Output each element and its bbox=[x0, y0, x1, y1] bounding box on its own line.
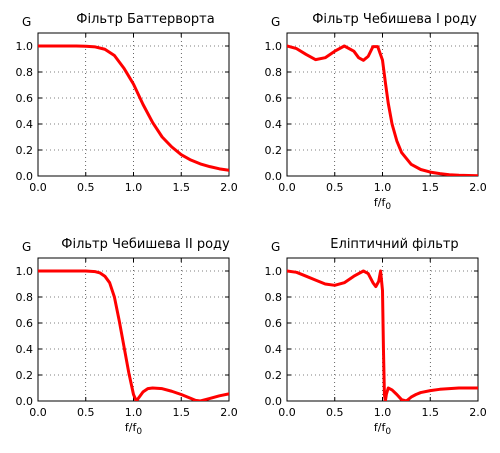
y-tick-label: 0.6 bbox=[265, 92, 283, 105]
x-tick-label: 0.0 bbox=[29, 181, 47, 194]
x-tick-label: 2.0 bbox=[220, 406, 238, 419]
y-axis-label: G bbox=[22, 15, 31, 29]
x-tick-label: 2.0 bbox=[220, 181, 238, 194]
plot-frame bbox=[37, 257, 230, 402]
y-tick-label: 0.0 bbox=[16, 395, 34, 408]
x-tick-label: 0.5 bbox=[326, 406, 344, 419]
y-tick-label: 0.4 bbox=[16, 343, 34, 356]
y-tick-label: 0.2 bbox=[16, 144, 34, 157]
x-tick-label: 1.5 bbox=[173, 181, 191, 194]
y-axis-label: G bbox=[271, 15, 280, 29]
chart-title: Фільтр Чебишева I роду bbox=[312, 12, 477, 27]
y-tick-label: 0.0 bbox=[265, 170, 283, 183]
x-tick-label: 0.5 bbox=[77, 181, 95, 194]
x-tick-label: 0.5 bbox=[77, 406, 95, 419]
series-line-1 bbox=[38, 44, 229, 172]
chart-title: Еліптичний фільтр bbox=[330, 237, 458, 252]
x-tick-label: 1.5 bbox=[173, 406, 191, 419]
y-tick-label: 1.0 bbox=[16, 265, 34, 278]
y-axis-label: G bbox=[271, 240, 280, 254]
series-line-1 bbox=[287, 44, 478, 176]
y-tick-label: 0.8 bbox=[16, 66, 34, 79]
y-tick-label: 0.2 bbox=[265, 144, 283, 157]
y-tick-label: 0.6 bbox=[265, 317, 283, 330]
series-line-1 bbox=[287, 269, 478, 401]
plot-frame bbox=[37, 32, 230, 177]
series-line-1 bbox=[38, 269, 229, 401]
y-tick-label: 0.8 bbox=[16, 291, 34, 304]
y-tick-label: 0.4 bbox=[265, 343, 283, 356]
x-tick-label: 0.0 bbox=[278, 406, 296, 419]
y-axis-label: G bbox=[22, 240, 31, 254]
y-tick-label: 0.4 bbox=[16, 118, 34, 131]
x-tick-label: 1.0 bbox=[374, 181, 392, 194]
panel-4: 0.0 0.5 1.0 1.5 2.0 0.0 0.2 0.4 0.6 0.8 1.0 Еліптич… bbox=[265, 237, 487, 437]
y-tick-label: 0.6 bbox=[16, 317, 34, 330]
y-tick-label: 0.0 bbox=[265, 395, 283, 408]
plot-frame bbox=[286, 32, 479, 177]
y-tick-label: 1.0 bbox=[16, 40, 34, 53]
x-tick-label: 1.0 bbox=[374, 406, 392, 419]
y-tick-label: 0.6 bbox=[16, 92, 34, 105]
x-tick-label: 2.0 bbox=[469, 406, 487, 419]
x-tick-label: 1.0 bbox=[125, 181, 143, 194]
y-tick-label: 1.0 bbox=[265, 265, 283, 278]
y-tick-label: 0.4 bbox=[265, 118, 283, 131]
chart-title: Фільтр Чебишева II роду bbox=[61, 237, 230, 252]
chart-title: Фільтр Баттерворта bbox=[76, 12, 214, 27]
x-tick-label: 1.5 bbox=[422, 181, 440, 194]
x-tick-label: 0.0 bbox=[278, 181, 296, 194]
x-axis-label: f/f0 bbox=[125, 421, 142, 437]
y-tick-label: 0.8 bbox=[265, 66, 283, 79]
y-tick-label: 0.2 bbox=[16, 369, 34, 382]
x-axis-label: f/f0 bbox=[374, 421, 391, 437]
x-axis-label: f/f0 bbox=[374, 196, 391, 212]
y-tick-label: 0.0 bbox=[16, 170, 34, 183]
panel-1: 0.0 0.5 1.0 1.5 2.0 0.0 0.2 0.4 0.6 0.8 1.0 Фільтр … bbox=[16, 12, 238, 194]
x-tick-label: 0.0 bbox=[29, 406, 47, 419]
x-tick-label: 2.0 bbox=[469, 181, 487, 194]
panel-2: 0.0 0.5 1.0 1.5 2.0 0.0 0.2 0.4 0.6 0.8 1.0 Фільтр … bbox=[265, 12, 487, 212]
y-tick-label: 0.2 bbox=[265, 369, 283, 382]
x-tick-label: 1.0 bbox=[125, 406, 143, 419]
panel-3: 0.0 0.5 1.0 1.5 2.0 0.0 0.2 0.4 0.6 0.8 1.0 Фільтр … bbox=[16, 237, 238, 437]
x-tick-label: 0.5 bbox=[326, 181, 344, 194]
y-tick-label: 1.0 bbox=[265, 40, 283, 53]
y-tick-label: 0.8 bbox=[265, 291, 283, 304]
x-tick-label: 1.5 bbox=[422, 406, 440, 419]
